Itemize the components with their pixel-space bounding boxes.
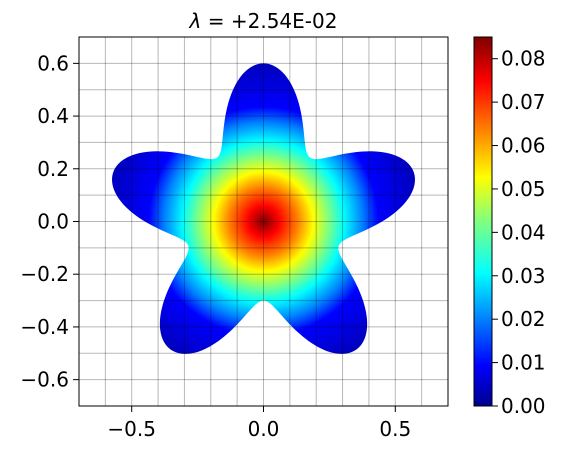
y-tick-label: 0.4 [37,104,69,128]
colorbar-tick-label: 0.02 [501,307,546,331]
colorbar-tick-label: 0.06 [501,134,546,158]
colorbar-tick-label: 0.05 [501,177,546,201]
colorbar-tick-label: 0.07 [501,90,546,114]
y-tick-label: 0.0 [37,210,69,234]
plot-area: −0.5 0.0 0.5 0.6 0.4 0.2 0.0 −0.2 −0.4 −0.6 [20,36,449,441]
chart-title: λ = +2.54E-02 [189,9,338,33]
colorbar-tick-label: 0.08 [501,47,546,71]
x-tick-label: 0.0 [248,417,280,441]
colorbar: 0.00 0.01 0.02 0.03 0.04 0.05 0.06 0.07 0.08 [473,36,546,418]
colorbar-tick-label: 0.04 [501,220,546,244]
colorbar-tick-label: 0.01 [501,351,546,375]
y-tick-label: −0.4 [20,315,69,339]
title-symbol: λ [189,9,202,33]
colorbar-frame [473,36,493,407]
grid-lines [79,37,448,406]
title-value: +2.54E-02 [231,9,338,33]
y-tick-label: −0.6 [20,368,69,392]
x-tick-label: −0.5 [107,417,156,441]
colorbar-tick-label: 0.00 [501,394,546,418]
y-axis-ticks: 0.6 0.4 0.2 0.0 −0.2 −0.4 −0.6 [20,51,79,392]
x-tick-label: 0.5 [379,417,411,441]
y-tick-label: 0.6 [37,51,69,75]
title-equals: = [201,9,230,33]
x-axis-ticks: −0.5 0.0 0.5 [107,406,411,441]
colorbar-tick-label: 0.03 [501,264,546,288]
colorbar-gradient [474,37,492,406]
star-heatmap-shape [112,63,415,354]
y-tick-label: 0.2 [37,157,69,181]
colorbar-ticks: 0.00 0.01 0.02 0.03 0.04 0.05 0.06 0.07 0.08 [492,47,546,418]
y-tick-label: −0.2 [20,262,69,286]
